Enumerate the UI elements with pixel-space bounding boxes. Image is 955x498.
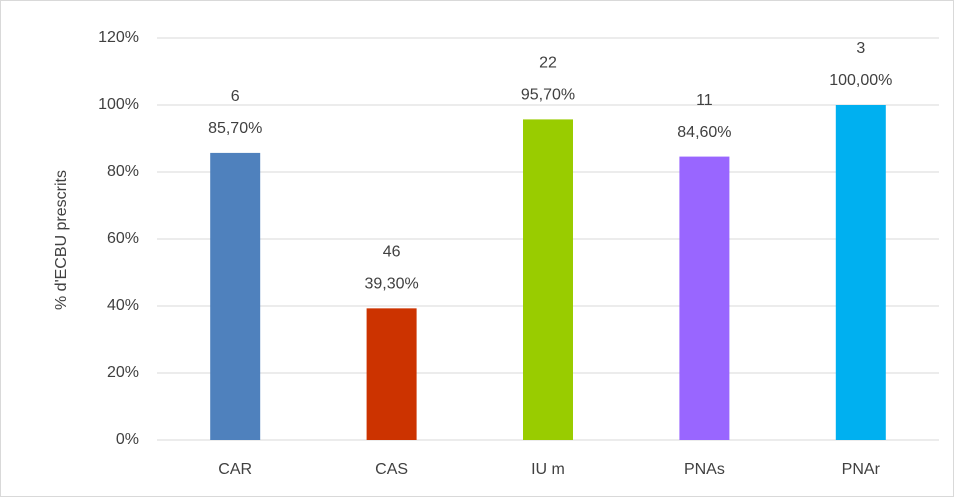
y-axis-label: % d'ECBU prescrits [53,170,70,310]
count-label: 46 [383,244,401,261]
x-tick-label: PNAr [842,461,881,478]
y-tick-label: 80% [107,163,139,180]
y-tick-label: 20% [107,364,139,381]
data-label: 84,60% [677,124,731,141]
data-label: 39,30% [364,276,418,293]
data-label: 100,00% [829,72,892,89]
count-label: 11 [696,92,713,109]
data-label: 95,70% [521,87,575,104]
bar [835,105,886,440]
count-label: 22 [539,55,557,72]
bar [679,156,730,440]
x-tick-label: CAS [375,461,408,478]
y-tick-label: 60% [107,230,139,247]
bar [523,119,573,440]
y-tick-label: 0% [116,431,139,448]
y-tick-label: 40% [107,297,139,314]
bar [210,152,261,440]
x-tick-label: IU m [531,461,565,478]
bar [366,308,417,440]
x-tick-label: CAR [218,461,252,478]
y-tick-label: 100% [98,96,139,113]
count-label: 3 [856,40,865,57]
count-label: 6 [231,88,240,105]
x-tick-label: PNAs [684,461,725,478]
y-tick-label: 120% [98,29,139,46]
data-label: 85,70% [208,120,262,137]
